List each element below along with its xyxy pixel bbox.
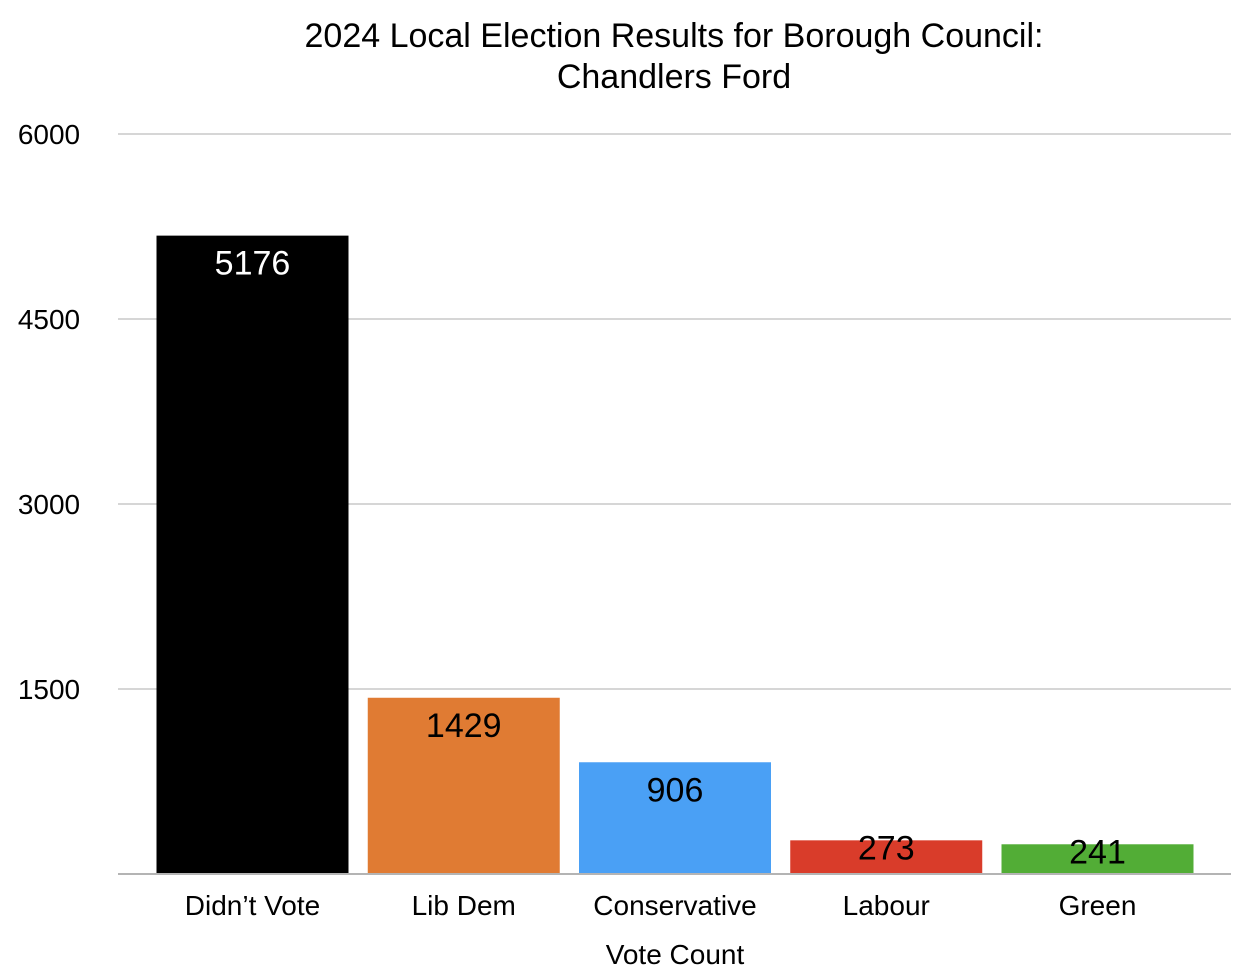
chart-title-line-1: 2024 Local Election Results for Borough …	[304, 17, 1044, 55]
y-tick-label: 3000	[18, 489, 80, 520]
bar-value-label: 273	[858, 829, 915, 867]
bars	[156, 235, 1194, 875]
bar-value-label: 241	[1069, 833, 1126, 871]
x-axis-title: Vote Count	[606, 939, 745, 970]
y-tick-label: 1500	[18, 674, 80, 705]
x-category-label: Didn’t Vote	[185, 890, 320, 921]
y-tick-label: 4500	[18, 304, 80, 335]
value-labels: 5176 1429 906 273 241	[215, 245, 1126, 872]
x-axis-categories: Didn’t Vote Lib Dem Conservative Labour Gree…	[185, 890, 1137, 921]
bar-lib-dem	[367, 697, 560, 874]
bar-value-label: 1429	[426, 707, 502, 745]
x-category-label: Lib Dem	[412, 890, 516, 921]
bar-value-label: 5176	[215, 245, 291, 283]
y-axis-ticks: 1500 3000 4500 6000	[18, 119, 80, 705]
chart-title: 2024 Local Election Results for Borough …	[0, 16, 1240, 98]
chart-subtitle: Chandlers Ford	[556, 58, 792, 96]
bar-value-label: 906	[647, 771, 704, 809]
x-category-label: Green	[1059, 890, 1137, 921]
x-category-label: Conservative	[593, 890, 756, 921]
bar-conservative	[579, 762, 771, 874]
bar-green	[1001, 844, 1194, 874]
y-tick-label: 6000	[18, 119, 80, 150]
bar-didn-t-vote	[156, 235, 349, 875]
x-category-label: Labour	[843, 890, 930, 921]
bar-labour	[790, 840, 983, 874]
